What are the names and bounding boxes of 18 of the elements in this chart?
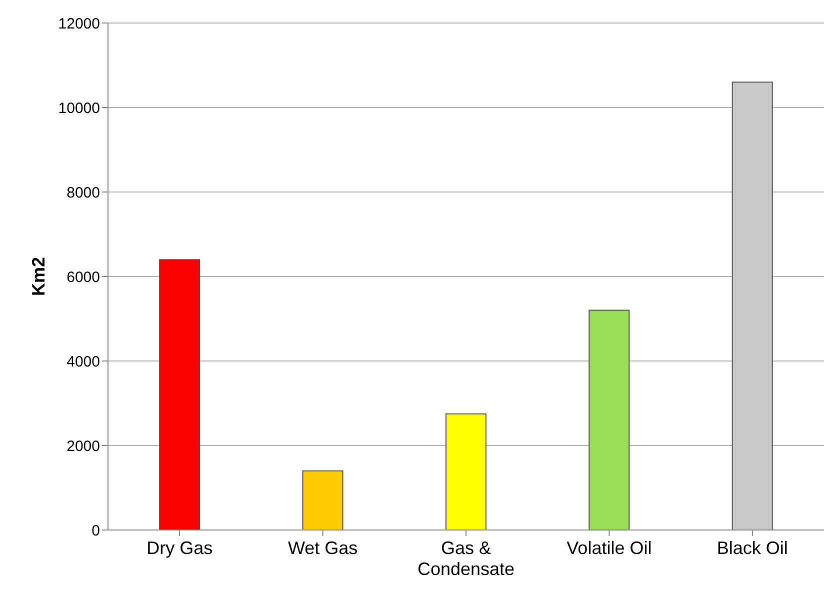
x-tick-label: Gas & Condensate	[417, 538, 515, 579]
bar	[588, 310, 630, 530]
bar	[445, 413, 486, 530]
bar	[302, 470, 344, 530]
x-tick-label: Wet Gas	[288, 538, 358, 558]
y-axis-title: Km2	[28, 256, 48, 296]
y-tick-label: 10000	[58, 100, 100, 117]
x-tick-label: Volatile Oil	[566, 538, 652, 558]
bar	[159, 259, 200, 530]
y-tick-label: 8000	[66, 184, 100, 202]
y-tick-label: 6000	[66, 268, 100, 286]
y-tick-label: 0	[92, 522, 100, 540]
bar	[732, 82, 773, 530]
y-tick-label: 2000	[66, 438, 100, 455]
y-tick-label: 12000	[58, 15, 100, 32]
x-tick-label: Black Oil	[716, 538, 788, 558]
y-tick-label: 4000	[66, 353, 100, 370]
x-tick-label: Dry Gas	[146, 538, 213, 558]
